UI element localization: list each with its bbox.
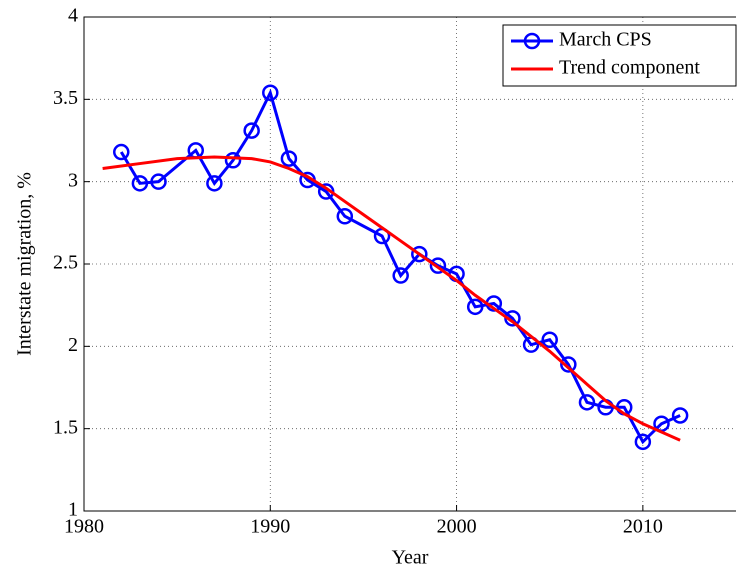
y-tick-label: 1 <box>68 499 78 521</box>
data-point <box>243 122 260 139</box>
data-point <box>466 298 484 316</box>
data-point <box>150 173 167 190</box>
data-point <box>429 257 447 274</box>
y-axis-label: Interstate migration, % <box>14 172 36 356</box>
data-point <box>578 394 596 411</box>
y-tick-label: 3.5 <box>53 87 78 109</box>
data-point <box>392 267 409 284</box>
data-point <box>206 175 223 192</box>
y-tick-label: 3 <box>68 169 78 191</box>
data-point <box>541 331 558 348</box>
y-tick-label: 4 <box>68 5 78 27</box>
legend-box <box>502 24 737 87</box>
x-tick-label: 2010 <box>623 516 663 538</box>
legend-label: Trend component <box>559 57 700 79</box>
data-point <box>280 150 298 167</box>
data-point <box>113 143 130 161</box>
y-tick-label: 1.5 <box>53 416 78 438</box>
data-point <box>262 84 279 101</box>
data-point <box>336 207 354 225</box>
y-tick-label: 2.5 <box>53 252 78 274</box>
data-point <box>671 407 689 424</box>
legend-marker <box>523 32 541 50</box>
series-line <box>102 155 681 442</box>
data-point <box>560 356 577 373</box>
data-point <box>411 245 428 263</box>
data-point <box>224 152 242 169</box>
x-tick-label: 1980 <box>64 516 104 538</box>
data-point <box>131 175 149 192</box>
legend-label: March CPS <box>559 29 652 51</box>
axes-frame <box>83 16 736 512</box>
x-tick-label: 1990 <box>250 516 290 538</box>
x-axis-label: Year <box>392 547 429 569</box>
data-point <box>634 433 652 451</box>
y-tick-label: 2 <box>68 334 78 356</box>
x-tick-label: 2000 <box>437 516 477 538</box>
